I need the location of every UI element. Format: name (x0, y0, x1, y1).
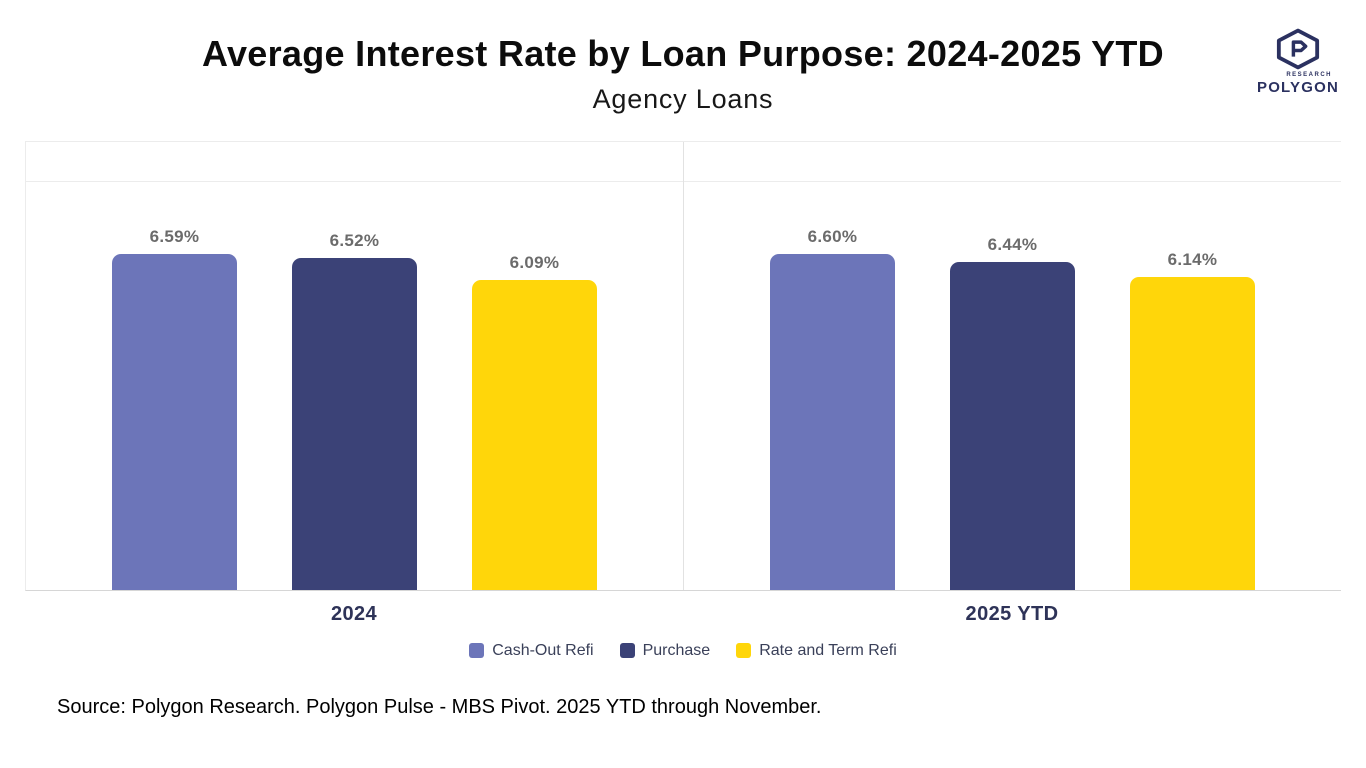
bar-value-label: 6.60% (807, 226, 858, 246)
bar-value-label: 6.09% (509, 252, 560, 272)
legend-item-purchase: Purchase (619, 641, 711, 660)
chart-title: Average Interest Rate by Loan Purpose: 2… (202, 33, 1164, 74)
bar-purchase-2024: 6.52% (292, 142, 417, 590)
chart-header: Average Interest Rate by Loan Purpose: 2… (0, 0, 1366, 115)
legend-swatch-purchase (619, 643, 635, 659)
polygon-research-logo: RESEARCH POLYGON (1256, 28, 1340, 95)
bar-rect (1130, 277, 1255, 590)
bar-cash-out-refi-2025-ytd: 6.60% (770, 142, 895, 590)
polygon-hexagon-icon (1276, 28, 1320, 70)
bar-value-label: 6.52% (329, 230, 380, 250)
legend-swatch-cash-out-refi (469, 643, 485, 659)
bar-rect (472, 279, 597, 590)
logo-research-label: RESEARCH (1286, 72, 1332, 78)
legend-swatch-rate-and-term-refi (736, 643, 752, 659)
legend: Cash-Out Refi Purchase Rate and Term Refi (0, 642, 1366, 660)
legend-label: Rate and Term Refi (759, 641, 897, 659)
bar-group-2025-ytd: 6.60% 6.44% 6.14% (683, 141, 1341, 590)
legend-label: Purchase (642, 641, 711, 659)
bar-value-label: 6.59% (149, 227, 200, 247)
bar-rect (770, 253, 895, 590)
bar-group-2024: 6.59% 6.52% 6.09% (26, 142, 683, 590)
x-axis-label-2024: 2024 (330, 602, 378, 625)
bar-value-label: 6.14% (1167, 250, 1218, 270)
x-axis-label-2025-ytd: 2025 YTD (965, 602, 1059, 625)
bar-rect (112, 254, 237, 590)
bar-value-label: 6.44% (987, 234, 1038, 254)
bar-rate-and-term-refi-2024: 6.09% (472, 142, 597, 590)
legend-label: Cash-Out Refi (492, 641, 594, 659)
legend-item-rate-and-term-refi: Rate and Term Refi (736, 642, 897, 660)
legend-item-cash-out-refi: Cash-Out Refi (469, 641, 594, 660)
bar-purchase-2025-ytd: 6.44% (950, 142, 1075, 590)
x-axis: 2024 2025 YTD (25, 591, 1341, 626)
logo-brand-label: POLYGON (1256, 79, 1340, 96)
chart-subtitle: Agency Loans (592, 83, 774, 114)
bar-rate-and-term-refi-2025-ytd: 6.14% (1130, 142, 1255, 590)
source-note: Source: Polygon Research. Polygon Pulse … (57, 695, 822, 718)
bar-rect (950, 261, 1075, 590)
plot-area: 6.59% 6.52% 6.09% 6.60% 6.44% 6.14% (25, 140, 1341, 591)
bar-rect (292, 257, 417, 590)
bar-cash-out-refi-2024: 6.59% (112, 142, 237, 590)
